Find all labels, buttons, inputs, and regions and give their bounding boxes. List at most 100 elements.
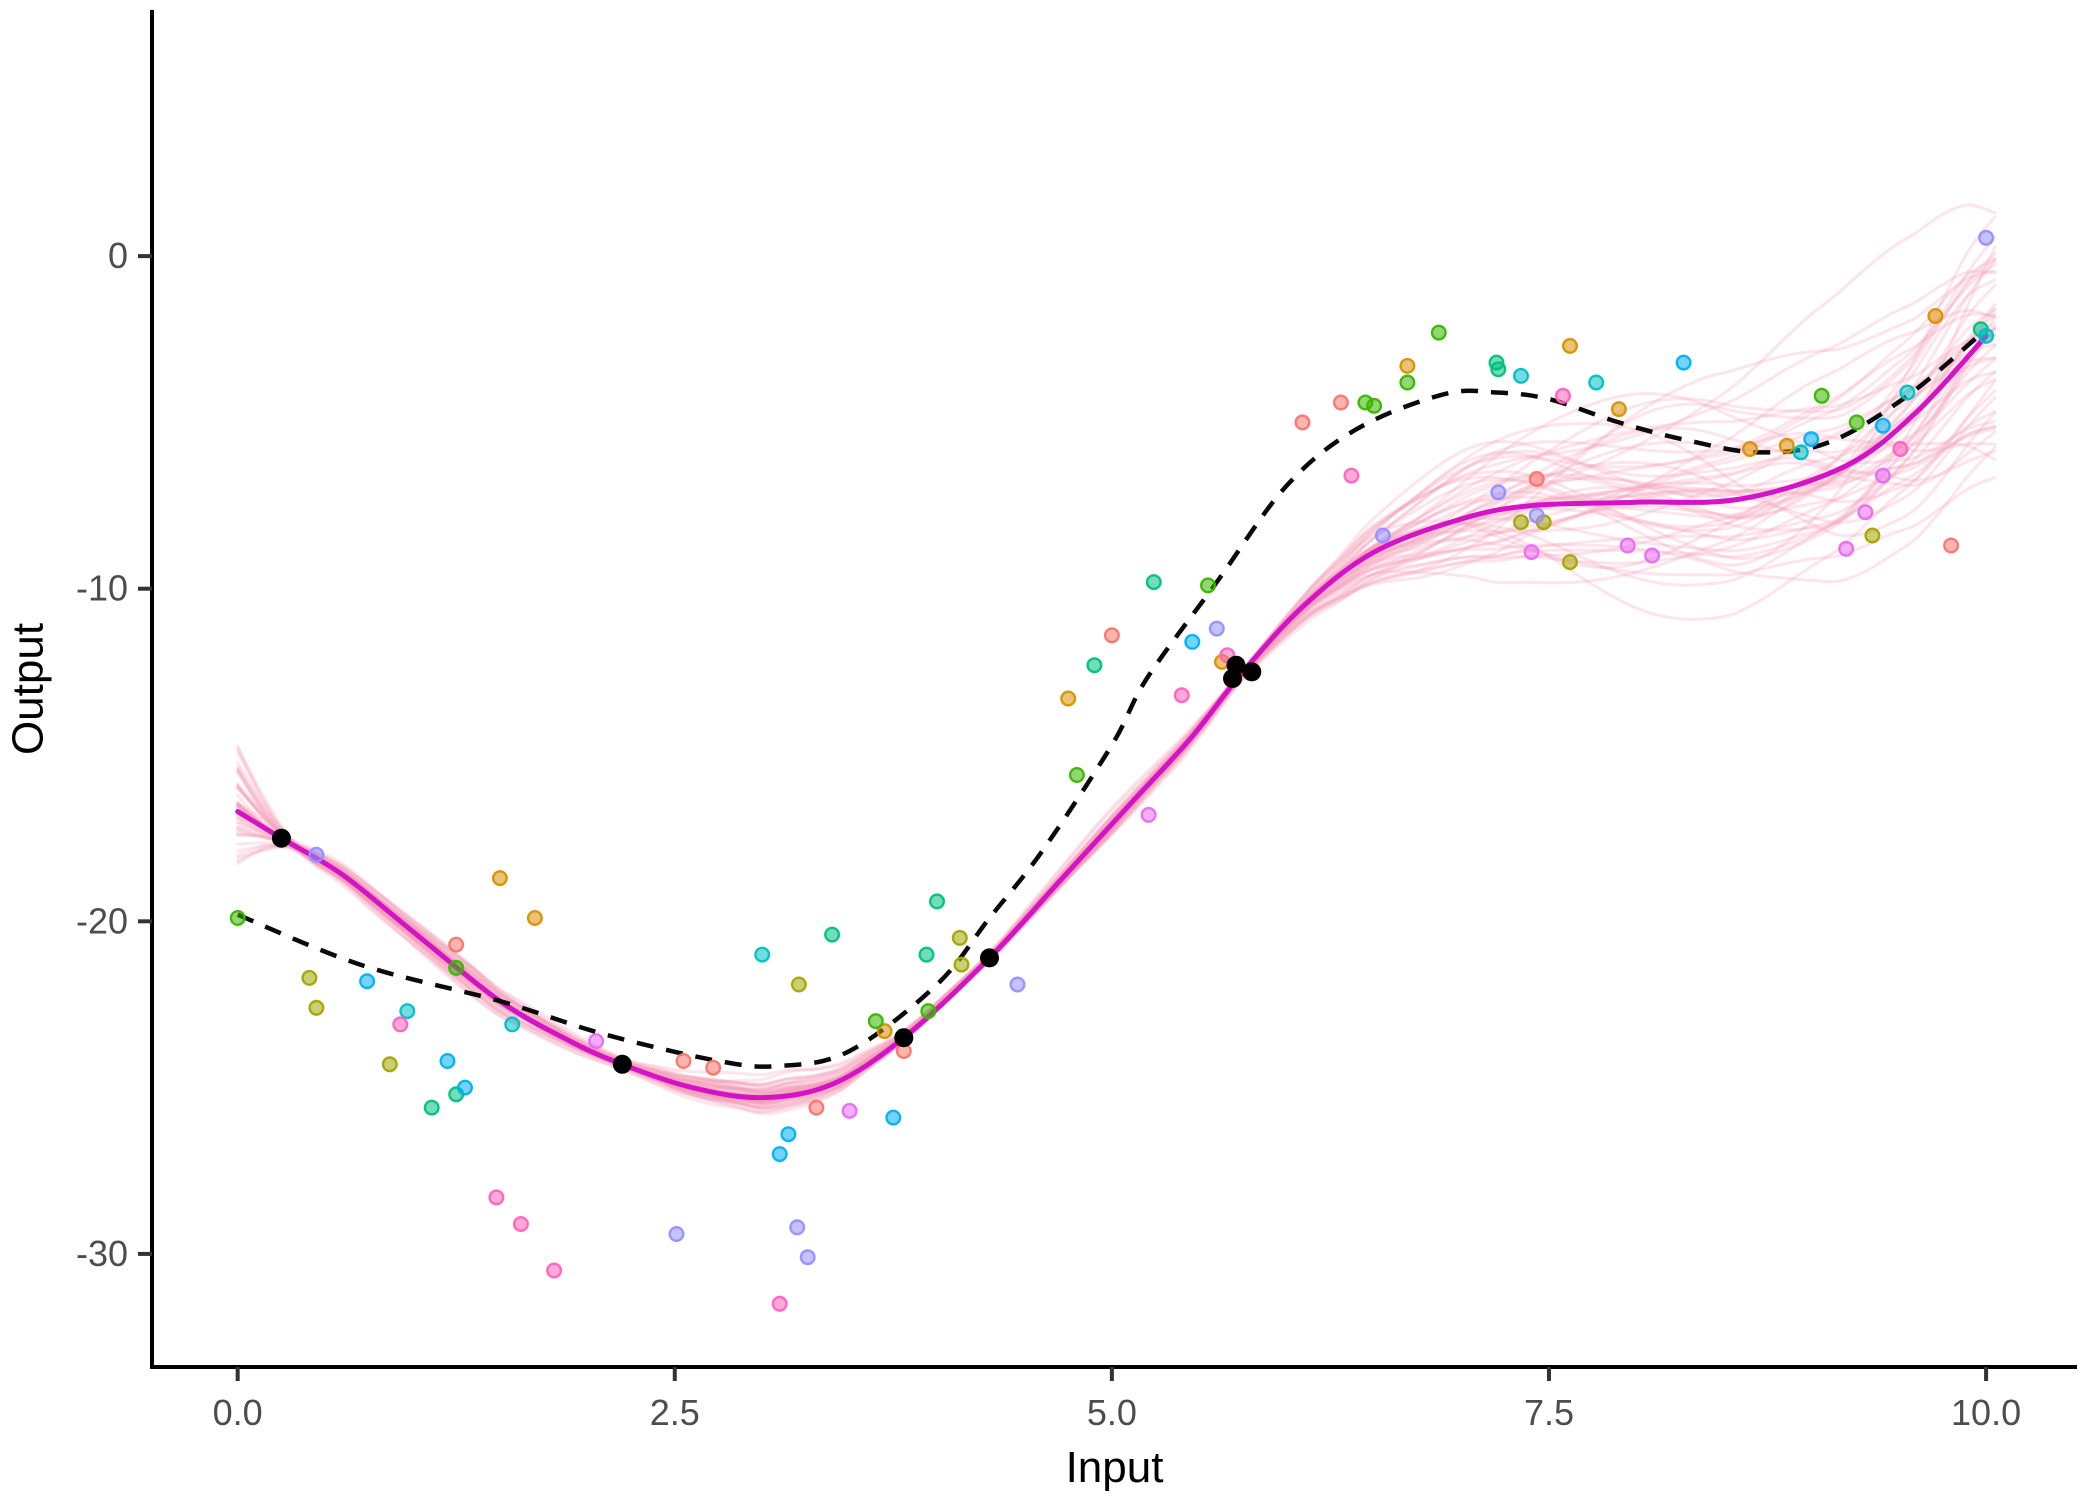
scatter-point-dataset-1: [675, 1052, 692, 1069]
observed-point: [1242, 662, 1262, 682]
scatter-point-dataset-5: [1086, 657, 1103, 674]
posterior-sample-curve: [236, 431, 1997, 1094]
x-tick-label: 5.0: [1087, 1392, 1137, 1433]
posterior-sample-curve: [236, 327, 1997, 1103]
y-tick-label: -10: [76, 568, 128, 609]
scatter-point-dataset-3: [308, 999, 325, 1016]
scatter-point-dataset-7: [780, 1126, 797, 1143]
scatter-point-dataset-5: [929, 893, 946, 910]
scatter-point-dataset-2: [526, 910, 543, 927]
scatter-point-dataset-7: [1803, 431, 1820, 448]
scatter-point-dataset-2: [1060, 690, 1077, 707]
scatter-point-dataset-10: [1173, 687, 1190, 704]
scatter-point-dataset-1: [1528, 471, 1545, 488]
scatter-point-dataset-5: [824, 926, 841, 943]
scatter-point-dataset-3: [1864, 527, 1881, 544]
scatter-point-dataset-1: [808, 1099, 825, 1116]
scatter-point-dataset-7: [457, 1079, 474, 1096]
posterior-sample-curve: [236, 324, 1997, 1094]
posterior-sample-curve: [236, 326, 1997, 1097]
scatter-point-dataset-1: [1943, 537, 1960, 554]
scatter-point-dataset-10: [488, 1189, 505, 1206]
scatter-point-dataset-9: [1523, 544, 1540, 561]
scatter-point-dataset-2: [1741, 441, 1758, 458]
scatter-point-dataset-6: [1899, 384, 1916, 401]
scatter-point-dataset-7: [771, 1146, 788, 1163]
scatter-point-dataset-2: [1778, 437, 1795, 454]
scatter-point-dataset-9: [1857, 504, 1874, 521]
scatter-point-dataset-3: [790, 976, 807, 993]
posterior-sample-curve: [236, 269, 1997, 1100]
observed-point: [894, 1028, 914, 1048]
scatter-point-dataset-8: [1374, 527, 1391, 544]
scatter-point-dataset-3: [951, 929, 968, 946]
posterior-sample-curve: [236, 235, 1997, 1106]
y-tick-label: 0: [108, 235, 128, 276]
scatter-point-dataset-6: [1512, 367, 1529, 384]
scatter-point-dataset-4: [1068, 767, 1085, 784]
scatter-point-dataset-7: [439, 1052, 456, 1069]
scatter-point-dataset-9: [1619, 537, 1636, 554]
x-axis-title: Input: [1065, 1443, 1164, 1492]
x-tick-label: 2.5: [650, 1392, 700, 1433]
true-function-line: [236, 327, 1988, 1069]
scatter-point-dataset-2: [1399, 357, 1416, 374]
posterior-sample-curve: [236, 203, 1997, 1104]
scatter-point-dataset-7: [1874, 417, 1891, 434]
scatter-point-dataset-8: [1009, 976, 1026, 993]
posterior-sample-curve: [236, 307, 1997, 1095]
posterior-sample-curve: [236, 410, 1997, 1088]
scatter-point-dataset-7: [1675, 354, 1692, 371]
posterior-sample-curve: [236, 258, 1997, 1092]
posterior-sample-curve: [236, 389, 1997, 1100]
scatter-point-dataset-8: [1528, 507, 1545, 524]
scatter-point-dataset-4: [229, 910, 246, 927]
scatter-point-dataset-6: [1588, 374, 1605, 391]
posterior-sample-curve: [236, 215, 1997, 1090]
scatter-point-dataset-1: [1103, 627, 1120, 644]
scatter-point-dataset-8: [789, 1219, 806, 1236]
scatter-point-dataset-4: [1848, 414, 1865, 431]
scatter-point-dataset-4: [1430, 324, 1447, 341]
scatter-point-dataset-1: [705, 1059, 722, 1076]
scatter-point-dataset-10: [546, 1262, 563, 1279]
posterior-sample-curve: [236, 257, 1997, 1106]
scatter-point-dataset-8: [668, 1225, 685, 1242]
scatter-point-dataset-3: [301, 969, 318, 986]
scatter-point-dataset-9: [1140, 806, 1157, 823]
scatter-point-dataset-1: [448, 936, 465, 953]
scatter-point-dataset-9: [1644, 547, 1661, 564]
posterior-sample-curve: [236, 252, 1997, 1105]
scatter-point-dataset-7: [885, 1109, 902, 1126]
posterior-sample-curve: [236, 440, 1997, 1109]
x-tick-label: 0.0: [213, 1392, 263, 1433]
scatter-point-dataset-8: [1490, 484, 1507, 501]
scatter-point-dataset-9: [588, 1033, 605, 1050]
y-axis-title: Output: [3, 622, 53, 756]
scatter-point-dataset-2: [1561, 337, 1578, 354]
posterior-sample-curve: [236, 269, 1997, 1114]
y-tick-label: -30: [76, 1233, 128, 1274]
scatter-point-dataset-10: [771, 1295, 788, 1312]
scatter-point-dataset-9: [1838, 540, 1855, 557]
scatter-point-dataset-6: [1792, 444, 1809, 461]
observed-point: [271, 828, 291, 848]
scatter-point-dataset-4: [1366, 397, 1383, 414]
scatter-point-dataset-4: [867, 1013, 884, 1030]
y-tick-label: -20: [76, 900, 128, 941]
scatter-point-dataset-6: [754, 946, 771, 963]
scatter-point-dataset-10: [512, 1215, 529, 1232]
scatter-point-dataset-8: [1208, 620, 1225, 637]
scatter-point-dataset-3: [1512, 514, 1529, 531]
scatter-point-dataset-10: [1892, 441, 1909, 458]
posterior-sample-curve: [236, 315, 1997, 1093]
scatter-point-dataset-5: [1490, 361, 1507, 378]
observed-point: [612, 1054, 632, 1074]
posterior-sample-curve: [236, 312, 1997, 1104]
posterior-sample-curve: [236, 370, 1997, 1077]
scatter-point-dataset-6: [1978, 327, 1995, 344]
scatter-point-dataset-8: [308, 846, 325, 863]
scatter-point-dataset-9: [1874, 467, 1891, 484]
